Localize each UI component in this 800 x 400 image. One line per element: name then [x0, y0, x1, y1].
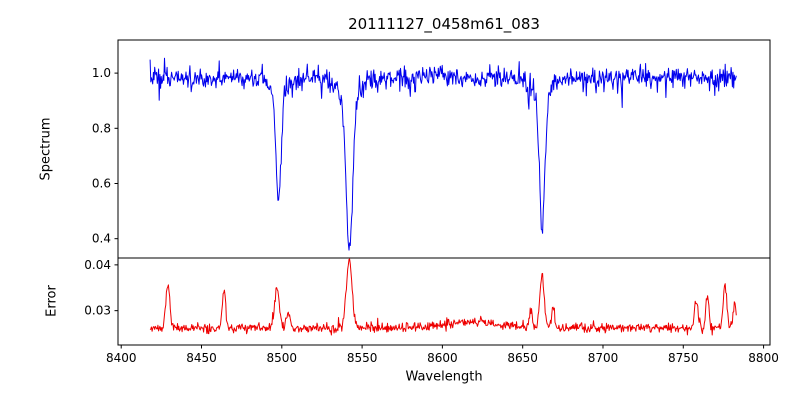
series-lines — [149, 57, 737, 336]
chart-title: 20111127_0458m61_083 — [348, 15, 540, 33]
x-tick-label: 8750 — [668, 351, 699, 365]
x-tick-label: 8600 — [427, 351, 458, 365]
x-tick-label: 8400 — [106, 351, 137, 365]
error-line — [149, 258, 737, 336]
x-tick-label: 8800 — [748, 351, 779, 365]
x-tick-label: 8500 — [267, 351, 298, 365]
panel-border-error — [117, 257, 771, 346]
x-tick-label: 8450 — [186, 351, 217, 365]
x-tick-label: 8550 — [347, 351, 378, 365]
y-tick-label: 0.03 — [84, 304, 111, 318]
x-tick-label: 8700 — [588, 351, 619, 365]
y-tick-label: 1.0 — [92, 66, 111, 80]
x-tick-label: 8650 — [507, 351, 538, 365]
y-tick-label: 0.6 — [92, 176, 111, 190]
y-tick-label: 0.04 — [84, 258, 111, 272]
y-tick-label: 0.4 — [92, 232, 111, 246]
axes-frame — [117, 39, 771, 346]
spectrum-line — [149, 57, 737, 251]
ticks: 8400 8450 8500 8550 8600 8650 8700 8750 8800 0.4 0… — [84, 66, 779, 365]
y-tick-label: 0.8 — [92, 121, 111, 135]
x-axis-label: Wavelength — [405, 369, 483, 385]
